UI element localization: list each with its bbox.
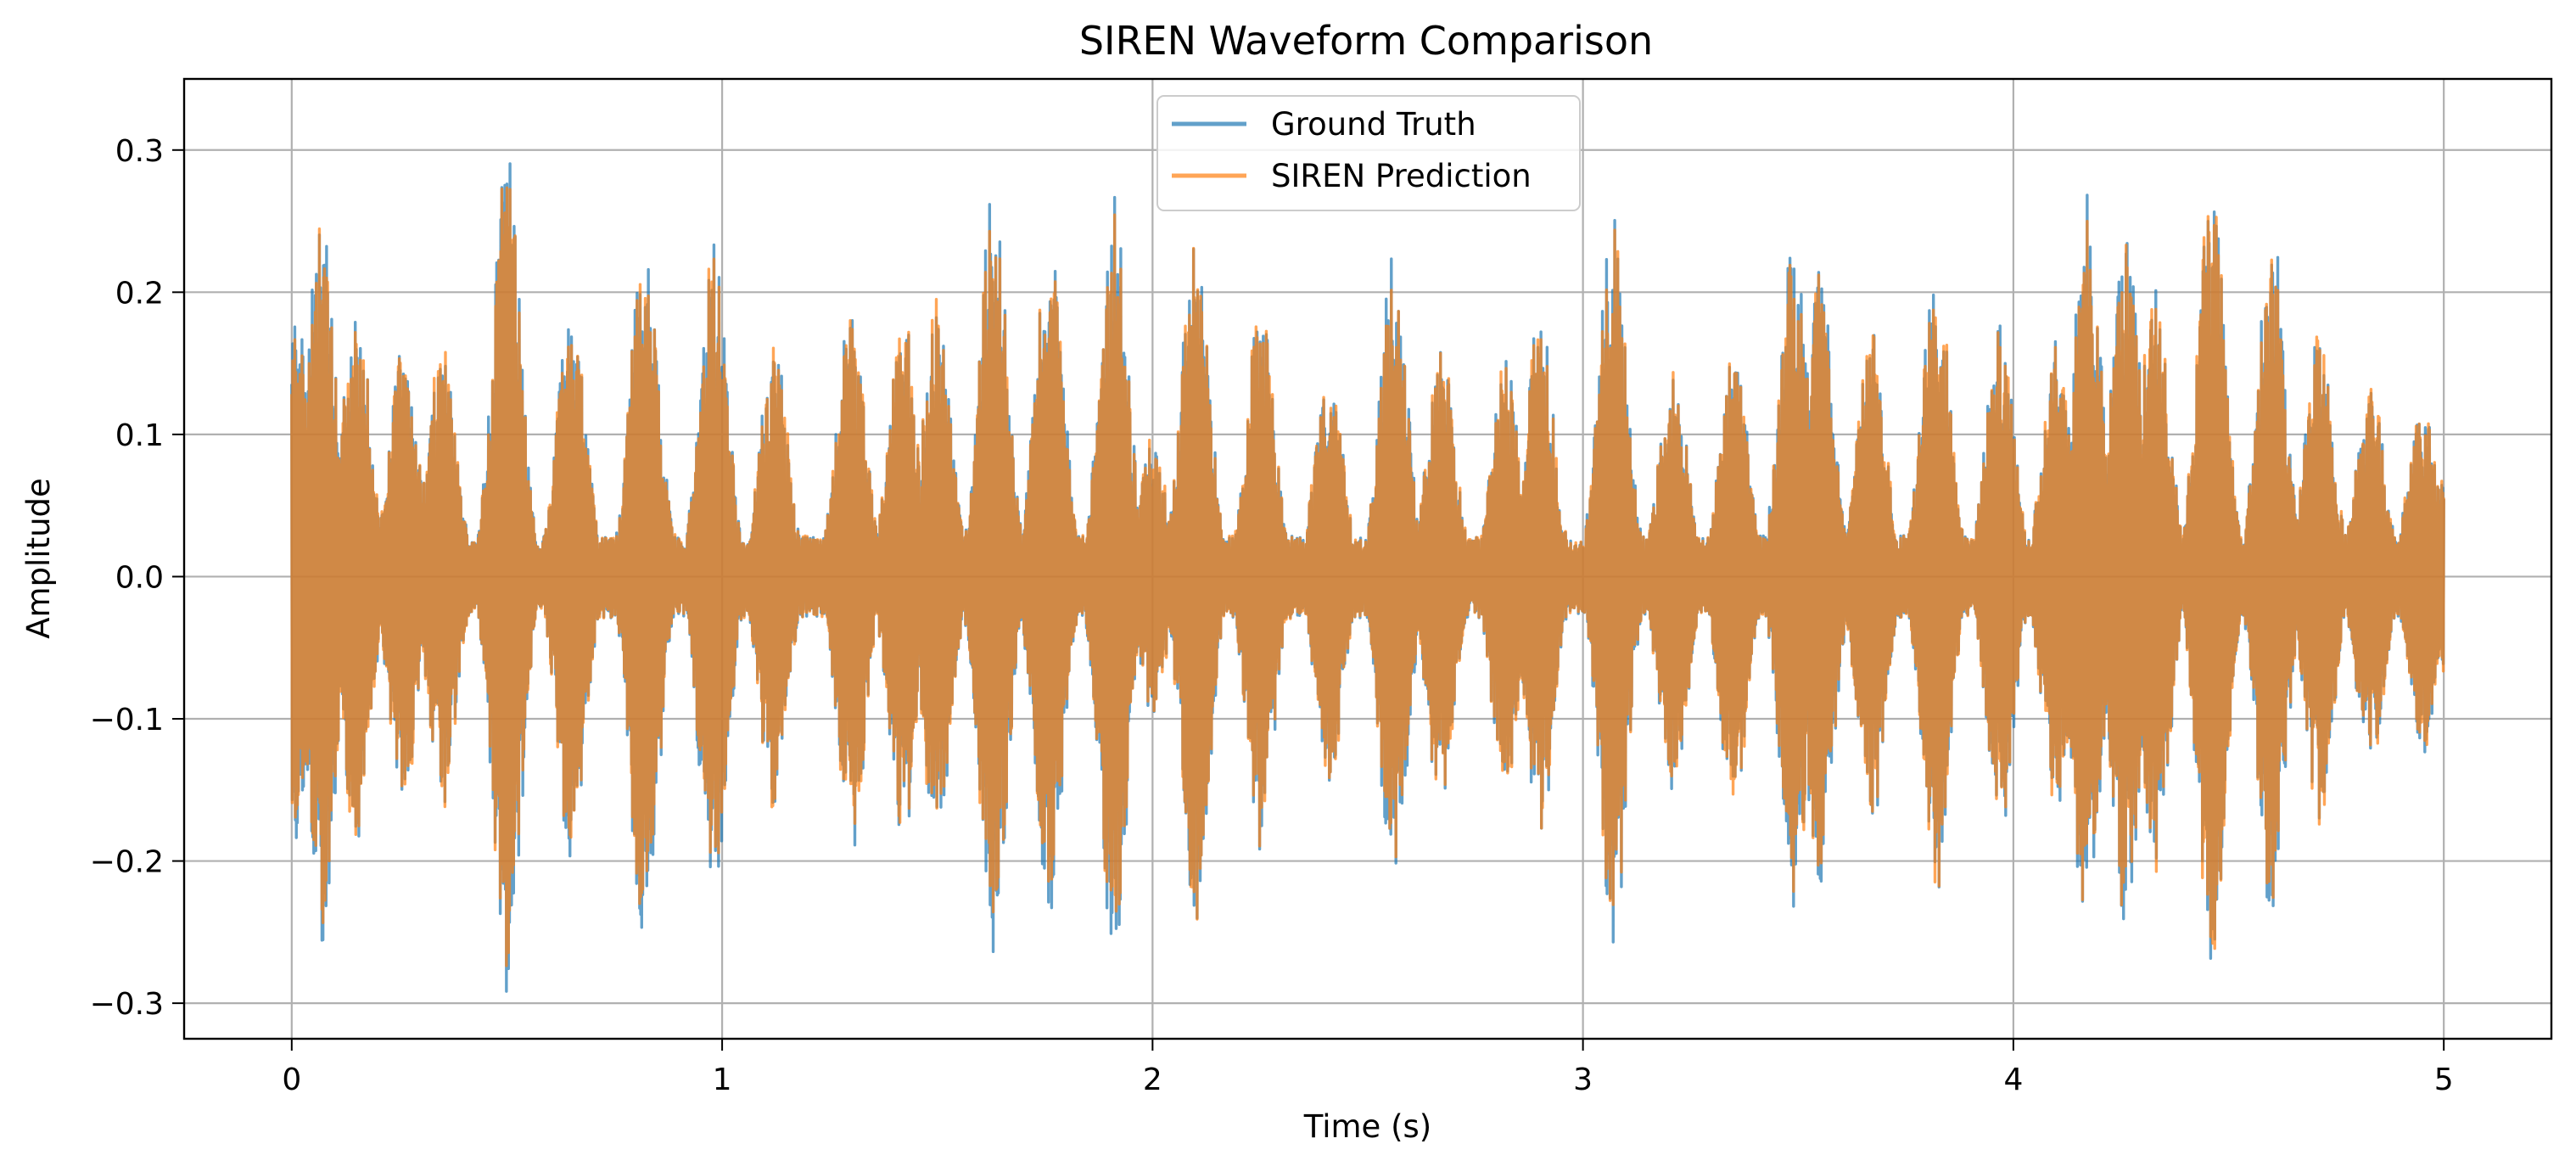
plot-area [182,77,2553,1040]
chart-title: SIREN Waveform Comparison [1079,18,1653,64]
y-axis-label: Amplitude [20,478,57,639]
x-tick-label-5: 5 [2434,1063,2454,1097]
x-axis: 0 1 2 3 4 5 [282,1039,2454,1097]
y-tick-label-1: −0.2 [90,845,164,880]
series-layer [290,162,2445,993]
x-tick-label-3: 3 [1573,1063,1593,1097]
y-tick-label-3: 0.0 [115,560,164,595]
y-tick-label-4: 0.1 [115,418,164,453]
y-tick-label-2: −0.1 [90,703,164,737]
x-tick-label-2: 2 [1143,1063,1162,1097]
y-tick-label-0: −0.3 [90,987,164,1022]
x-axis-label: Time (s) [1303,1108,1431,1145]
legend: Ground Truth SIREN Prediction [1156,95,1581,211]
legend-box [1156,95,1581,211]
legend-label-ground-truth: Ground Truth [1271,106,1476,143]
plot-frame [182,77,2553,1040]
legend-label-siren-prediction: SIREN Prediction [1271,158,1532,194]
y-axis: −0.3 −0.2 −0.1 0.0 0.1 0.2 0.3 [90,134,184,1022]
y-tick-label-5: 0.2 [115,276,164,311]
y-tick-label-6: 0.3 [115,134,164,169]
series-line-siren-prediction [290,186,2445,967]
x-tick-label-1: 1 [713,1063,732,1097]
x-tick-label-4: 4 [2003,1063,2023,1097]
x-tick-label-0: 0 [282,1063,301,1097]
